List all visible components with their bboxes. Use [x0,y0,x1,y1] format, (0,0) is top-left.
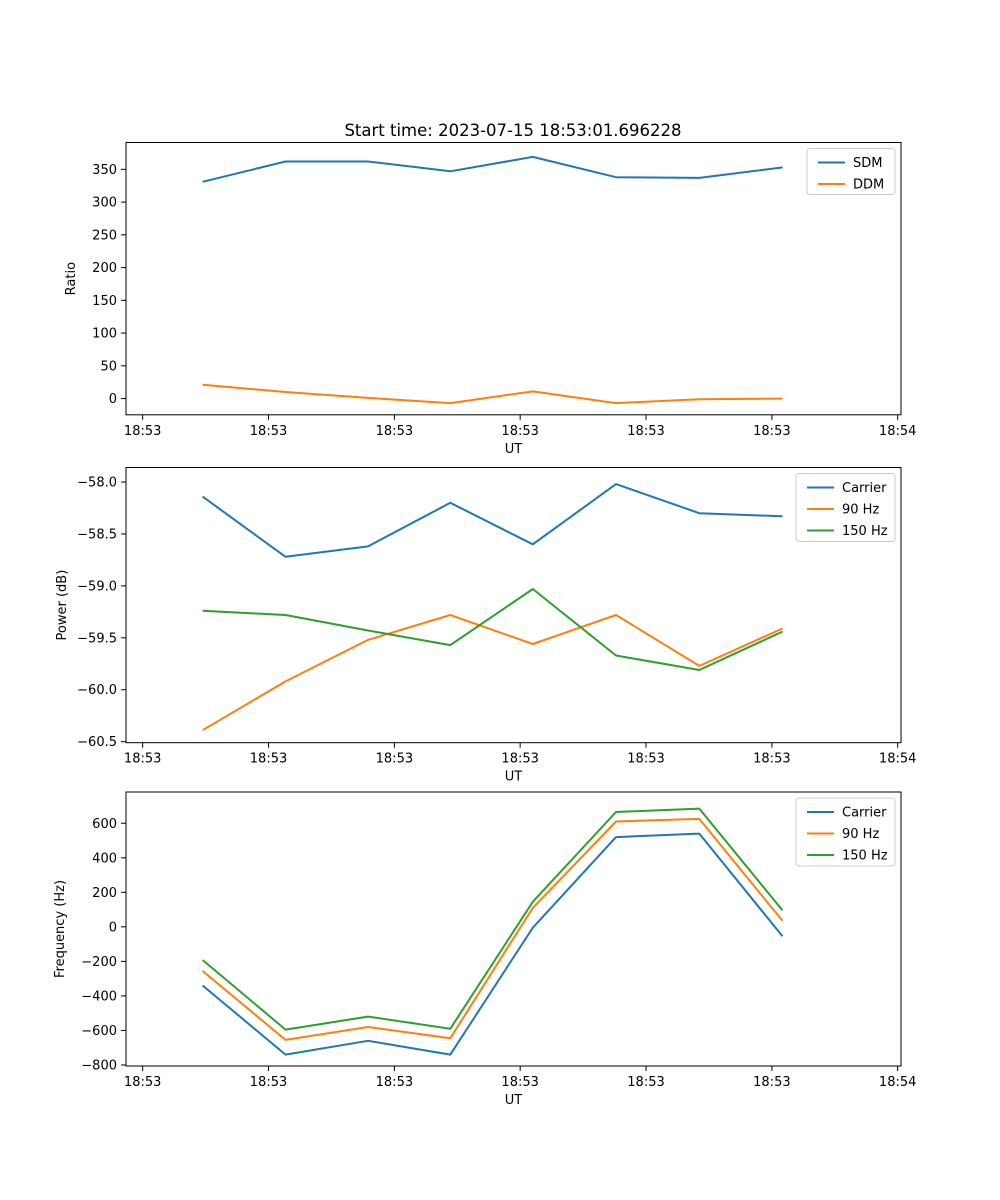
x-tick-label: 18:53 [376,1075,413,1090]
subplot-1: 18:53 18:53 18:53 18:53 18:53 18:53 18:54 0 50 10… [64,142,916,457]
series-line-150-hz [201,807,784,1031]
plot-area [126,467,901,743]
legend-label: Carrier [842,481,887,496]
y-tick-label: 100 [92,327,117,342]
x-tick-label: 18:53 [250,424,287,439]
x-tick-label: 18:53 [753,424,790,439]
x-tick-label: 18:54 [879,424,916,439]
y-tick-label: −800 [81,1058,117,1073]
x-tick-label: 18:53 [501,424,538,439]
subplot-3: 18:53 18:53 18:53 18:53 18:53 18:53 18:54 600 40… [53,791,916,1108]
x-tick-label: 18:53 [250,1075,287,1090]
x-tick-label: 18:53 [124,424,161,439]
x-tick-label: 18:53 [124,752,161,767]
x-tick-label: 18:53 [376,424,413,439]
legend-label: Carrier [842,806,887,821]
x-axis-label: UT [505,1093,523,1108]
series-line-150-hz [202,588,783,671]
y-tick-label: 0 [109,920,117,935]
y-tick-label: −58.5 [77,527,117,542]
x-axis-label: UT [505,770,523,785]
y-tick-label: 50 [100,359,117,374]
y-axis-label: Frequency (Hz) [53,880,68,978]
y-tick-label: −400 [81,989,117,1004]
x-tick-label: 18:53 [627,1075,664,1090]
series-line-90-hz [202,614,783,732]
x-tick-label: 18:54 [879,1075,916,1090]
x-axis-label: UT [505,442,523,457]
x-tick-label: 18:53 [250,752,287,767]
y-tick-label: −59.5 [77,631,117,646]
legend-label: 90 Hz [842,503,879,518]
subplot-2: 18:53 18:53 18:53 18:53 18:53 18:53 18:54 −58.0… [55,467,916,785]
y-tick-label: 300 [92,196,117,211]
y-tick-label: −200 [81,955,117,970]
axes-spines [125,142,902,416]
y-axis-label: Ratio [64,262,79,295]
x-tick-label: 18:53 [376,752,413,767]
x-tick-label: 18:53 [753,1075,790,1090]
y-tick-label: 350 [92,163,117,178]
y-tick-label: −600 [81,1024,117,1039]
y-tick-label: 200 [92,261,117,276]
axes-spines [125,791,902,1067]
y-tick-label: −60.5 [77,735,117,750]
legend-label: 150 Hz [842,524,888,539]
y-tick-label: 200 [92,886,117,901]
plot-area [126,792,901,1066]
plot-area [126,142,901,415]
x-tick-label: 18:53 [501,1075,538,1090]
legend-label: DDM [853,178,884,193]
legend-box [795,473,896,542]
series-line-sdm [202,155,783,183]
legend-label: 150 Hz [842,849,888,864]
y-tick-label: −58.0 [77,476,117,491]
y-tick-label: 400 [92,851,117,866]
axes-spines [125,467,902,744]
y-tick-label: −60.0 [77,683,117,698]
legend: Carrier 90 Hz 150 Hz [795,797,896,867]
y-tick-label: 600 [92,817,117,832]
y-axis-label: Power (dB) [55,570,70,641]
figure-title: Start time: 2023-07-15 18:53:01.696228 [344,121,681,140]
x-tick-label: 18:54 [879,752,916,767]
x-tick-label: 18:53 [753,752,790,767]
series-line-carrier [201,832,784,1056]
y-tick-label: 0 [109,392,117,407]
x-tick-label: 18:53 [501,752,538,767]
y-tick-label: −59.0 [77,579,117,594]
series-line-ddm [202,383,783,405]
series-line-90-hz [201,817,784,1041]
x-tick-label: 18:53 [124,1075,161,1090]
y-tick-label: 150 [92,294,117,309]
x-tick-label: 18:53 [627,424,664,439]
series-line-carrier [202,483,783,558]
y-tick-label: 250 [92,228,117,243]
legend: Carrier 90 Hz 150 Hz [795,473,896,542]
legend-label: 90 Hz [842,827,879,842]
legend-label: SDM [853,156,882,171]
legend: SDM DDM [806,148,896,195]
x-tick-label: 18:53 [627,752,664,767]
legend-box [795,797,896,867]
